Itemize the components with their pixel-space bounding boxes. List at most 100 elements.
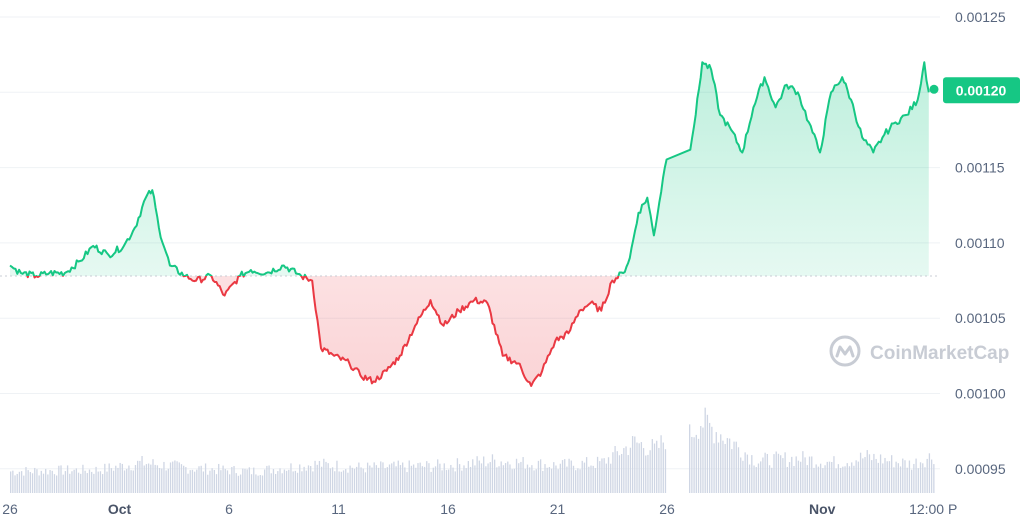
y-tick-label: 0.00100 xyxy=(955,386,1006,402)
volume-bar xyxy=(762,457,764,493)
volume-bar xyxy=(902,458,904,493)
y-tick-label: 0.00110 xyxy=(955,235,1005,251)
volume-bar xyxy=(180,464,183,493)
volume-bar xyxy=(773,454,775,493)
volume-bar xyxy=(366,462,369,493)
volume-bar xyxy=(93,473,95,493)
volume-bar xyxy=(575,470,577,493)
volume-bar xyxy=(47,474,49,493)
volume-bar xyxy=(428,463,430,493)
volume-bar xyxy=(150,464,152,493)
volume-bar xyxy=(559,463,561,493)
volume-bar xyxy=(594,468,597,493)
volume-bar xyxy=(397,460,399,493)
volume-bar xyxy=(489,462,491,493)
volume-bar xyxy=(689,424,691,493)
volume-bar xyxy=(833,456,835,493)
volume-bar xyxy=(316,464,318,493)
volume-bar xyxy=(288,469,290,493)
volume-bar xyxy=(511,469,513,493)
volume-bar xyxy=(198,466,200,493)
volume-bar xyxy=(548,467,551,493)
volume-bar xyxy=(748,464,751,493)
x-tick-label: 6 xyxy=(225,501,233,517)
volume-bar xyxy=(884,457,886,493)
volume-bar xyxy=(621,453,623,493)
volume-bar xyxy=(264,469,266,493)
volume-bar xyxy=(325,461,327,493)
volume-bar xyxy=(229,474,231,493)
volume-bar xyxy=(731,449,733,493)
volume-bar xyxy=(426,461,428,493)
volume-bar xyxy=(342,470,345,493)
volume-bar xyxy=(34,467,36,493)
volume-bar xyxy=(522,457,524,493)
volume-bar xyxy=(231,467,233,493)
volume-bar xyxy=(513,468,515,493)
volume-bar xyxy=(760,461,762,493)
volume-bar xyxy=(919,462,922,493)
x-tick-label: 21 xyxy=(550,501,566,517)
volume-bar xyxy=(879,454,882,493)
volume-bar xyxy=(406,472,408,493)
volume-bar xyxy=(183,465,185,493)
volume-bar xyxy=(430,471,432,493)
volume-bar xyxy=(618,455,621,493)
volume-bar xyxy=(835,468,837,493)
volume-bar xyxy=(877,462,879,493)
volume-bar xyxy=(797,460,800,493)
volume-bar xyxy=(456,458,459,493)
volume-bar xyxy=(733,441,735,493)
volume-bar xyxy=(539,459,542,493)
current-price-badge-bg xyxy=(943,77,1020,104)
volume-bar xyxy=(121,463,123,493)
volume-bar xyxy=(283,469,286,493)
volume-bar xyxy=(771,467,773,493)
volume-bar xyxy=(274,474,277,493)
volume-bar xyxy=(886,461,888,493)
volume-bar xyxy=(467,461,470,493)
volume-bar xyxy=(819,463,822,493)
volume-bar xyxy=(561,460,564,493)
volume-bar xyxy=(259,474,261,493)
volume-bar xyxy=(922,463,924,493)
volume-bar xyxy=(290,463,292,493)
volume-bar xyxy=(846,463,848,493)
volume-bar xyxy=(279,468,281,493)
volume-bar xyxy=(132,470,134,493)
volume-bar xyxy=(117,467,119,493)
volume-bar xyxy=(448,469,450,493)
y-tick-label: 0.00125 xyxy=(955,9,1006,25)
volume-bar xyxy=(518,463,520,493)
volume-bar xyxy=(71,471,73,493)
volume-bar xyxy=(640,442,643,493)
volume-bar xyxy=(296,472,299,493)
volume-bar xyxy=(450,464,452,493)
volume-bar xyxy=(268,465,270,493)
volume-bar xyxy=(780,455,782,493)
volume-bar xyxy=(69,473,71,493)
volume-bar xyxy=(412,464,415,493)
volume-bar xyxy=(158,467,161,493)
volume-bar xyxy=(257,475,259,493)
volume-bar xyxy=(77,472,80,493)
volume-bar xyxy=(80,473,82,493)
volume-bar xyxy=(445,470,448,493)
volume-bar xyxy=(261,475,264,493)
volume-bar xyxy=(658,447,660,493)
x-tick-label: 26 xyxy=(2,501,18,517)
volume-bar xyxy=(66,465,69,493)
volume-bar xyxy=(45,468,47,493)
volume-bar xyxy=(535,469,537,493)
volume-bar xyxy=(391,463,393,493)
volume-bar xyxy=(906,467,908,493)
volume-bar xyxy=(693,437,695,493)
volume-bar xyxy=(281,473,283,493)
area-fill xyxy=(10,62,929,386)
volume-bar xyxy=(717,442,720,493)
volume-bar xyxy=(566,466,568,493)
volume-bar xyxy=(176,461,178,493)
volume-bar xyxy=(791,456,793,493)
volume-bar xyxy=(585,457,588,493)
volume-bar xyxy=(737,447,740,493)
